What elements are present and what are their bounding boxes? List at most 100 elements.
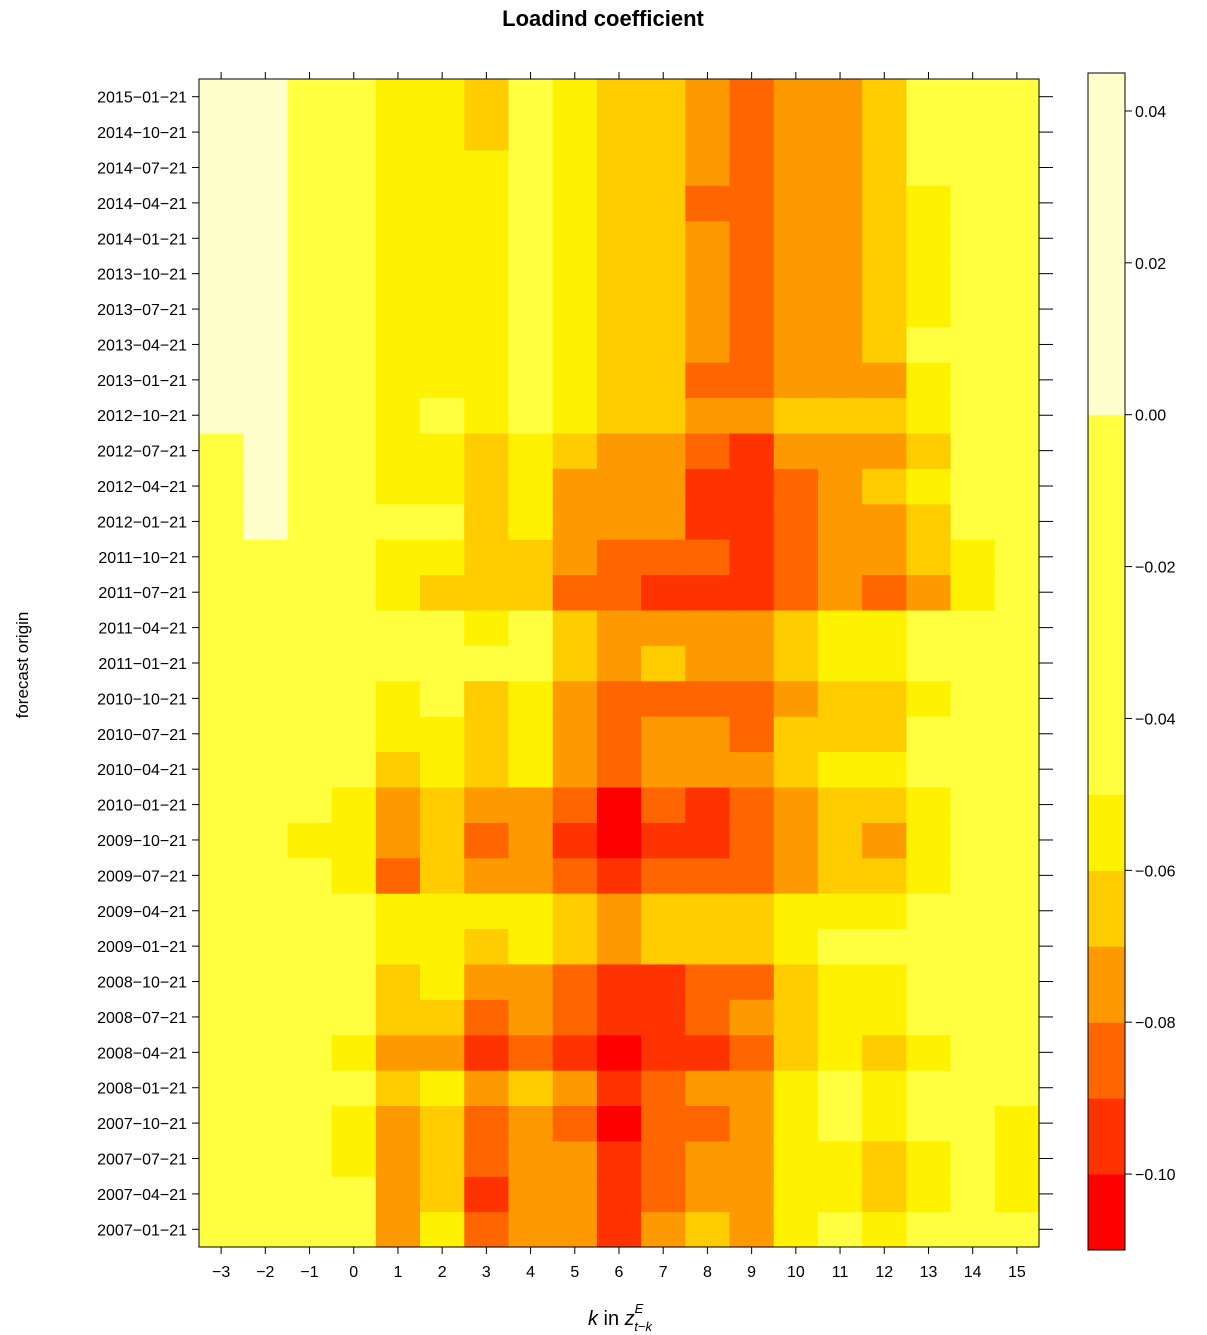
heatmap-cell [773, 822, 819, 859]
heatmap-cell [862, 539, 907, 576]
y-tick-label: 2009−04−21 [97, 904, 187, 921]
heatmap-cell [331, 468, 377, 505]
heatmap-cell [508, 857, 554, 894]
heatmap-cell [420, 1105, 465, 1142]
heatmap-cell [375, 822, 421, 859]
heatmap-cell [906, 503, 952, 540]
heatmap-cell [552, 255, 598, 292]
heatmap-cell [375, 1176, 421, 1213]
heatmap-cell [375, 326, 421, 363]
heatmap-cell [199, 857, 244, 894]
heatmap-cell [817, 1034, 863, 1071]
heatmap-cell [243, 857, 289, 894]
heatmap-cell [817, 574, 863, 611]
heatmap-cell [508, 645, 554, 682]
heatmap-cell [199, 822, 244, 859]
heatmap-cell [596, 751, 642, 788]
heatmap-cell [729, 220, 775, 257]
heatmap-cell [994, 291, 1040, 328]
heatmap-cell [729, 1140, 775, 1177]
heatmap-cell [596, 893, 642, 930]
heatmap-cell [331, 928, 377, 965]
heatmap-cell [287, 185, 333, 222]
heatmap-cell [552, 963, 598, 1000]
heatmap-cell [994, 468, 1040, 505]
heatmap-cell [508, 928, 554, 965]
x-tick-label: 8 [703, 1264, 712, 1281]
heatmap-cell [641, 1034, 686, 1071]
heatmap-cell [464, 79, 510, 115]
heatmap-cell [685, 220, 731, 257]
heatmap-cell [906, 893, 952, 930]
heatmap-cell [596, 397, 642, 434]
heatmap-cell [243, 468, 289, 505]
heatmap-cell [596, 1105, 642, 1142]
heatmap-cell [950, 1034, 996, 1071]
heatmap-cell [685, 857, 731, 894]
heatmap-cell [331, 220, 377, 257]
heatmap-cell [331, 1034, 377, 1071]
heatmap-cell [375, 539, 421, 576]
heatmap-cell [199, 468, 244, 505]
heatmap-cell [817, 539, 863, 576]
heatmap-cell [420, 397, 465, 434]
heatmap-cell [641, 786, 686, 823]
heatmap-cell [464, 574, 510, 611]
heatmap-cell [243, 893, 289, 930]
heatmap-cell [552, 928, 598, 965]
heatmap-cell [685, 822, 731, 859]
heatmap-cell [906, 645, 952, 682]
heatmap-cell [862, 185, 907, 222]
heatmap-cell [773, 1140, 819, 1177]
heatmap-cell [596, 255, 642, 292]
heatmap-cell [375, 1105, 421, 1142]
heatmap-cell [596, 291, 642, 328]
heatmap-cell [994, 1176, 1040, 1213]
heatmap-cell [420, 149, 465, 186]
heatmap-cell [464, 1211, 510, 1248]
heatmap-cell [596, 503, 642, 540]
heatmap-cell [287, 539, 333, 576]
heatmap-cell [287, 963, 333, 1000]
heatmap-cell [199, 680, 244, 717]
heatmap-cell [994, 822, 1040, 859]
heatmap-cell [641, 255, 686, 292]
heatmap-cell [817, 432, 863, 469]
heatmap-cell [552, 362, 598, 399]
heatmap-cell [729, 326, 775, 363]
heatmap-cell [641, 362, 686, 399]
heatmap-cell [464, 963, 510, 1000]
heatmap-cell [552, 114, 598, 151]
heatmap-cell [994, 893, 1040, 930]
heatmap-cell [375, 468, 421, 505]
y-tick-label: 2013−01−21 [97, 373, 187, 390]
heatmap-cell [464, 1070, 510, 1107]
heatmap-cell [641, 822, 686, 859]
heatmap-cell [641, 609, 686, 646]
heatmap-cell [685, 928, 731, 965]
heatmap-cell [685, 1105, 731, 1142]
heatmap-cell [464, 539, 510, 576]
heatmap-cell [729, 149, 775, 186]
heatmap-cell [641, 751, 686, 788]
heatmap-cell [773, 751, 819, 788]
heatmap-cell [862, 716, 907, 753]
heatmap-cell [508, 609, 554, 646]
heatmap-cell [729, 114, 775, 151]
heatmap-cell [994, 1140, 1040, 1177]
heatmap-cell [906, 397, 952, 434]
heatmap-cell [331, 574, 377, 611]
heatmap-cell [729, 397, 775, 434]
y-axis-label: forecast origin [13, 612, 32, 719]
heatmap-cell [906, 751, 952, 788]
heatmap-cell [906, 255, 952, 292]
y-tick-label: 2008−04−21 [97, 1045, 187, 1062]
heatmap-cell [862, 928, 907, 965]
heatmap-cell [508, 362, 554, 399]
heatmap-cell [817, 609, 863, 646]
heatmap-cell [641, 716, 686, 753]
heatmap-cell [331, 79, 377, 115]
heatmap-cell [243, 609, 289, 646]
heatmap-cell [375, 963, 421, 1000]
heatmap-cell [641, 857, 686, 894]
